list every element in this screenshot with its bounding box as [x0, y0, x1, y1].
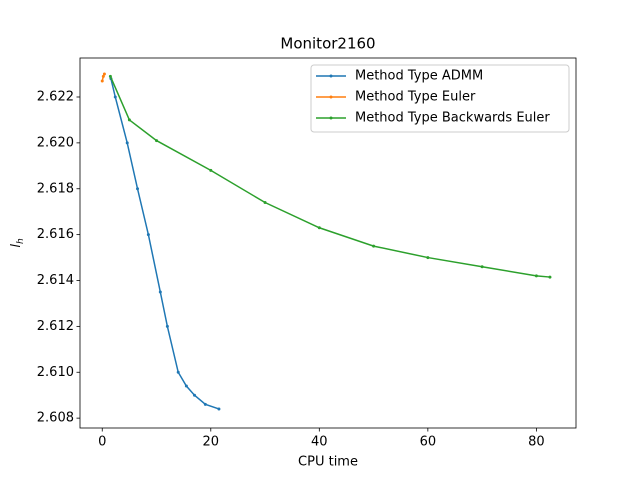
marker	[146, 233, 150, 237]
y-tick-label: 2.616	[37, 227, 74, 242]
marker	[209, 168, 213, 172]
marker	[263, 201, 267, 205]
x-tick-label: 20	[203, 435, 220, 450]
marker	[176, 370, 180, 374]
chart-title: Monitor2160	[280, 35, 375, 53]
marker	[193, 393, 197, 397]
marker	[534, 274, 538, 278]
y-tick-label: 2.610	[37, 365, 74, 380]
marker	[125, 141, 129, 145]
marker	[548, 275, 552, 279]
legend-label: Method Type Backwards Euler	[355, 111, 550, 126]
marker	[102, 72, 106, 76]
y-tick-label: 2.614	[37, 273, 74, 288]
x-tick-label: 60	[420, 435, 437, 450]
y-tick-label: 2.618	[37, 181, 74, 196]
legend-marker	[329, 116, 333, 120]
marker	[108, 74, 112, 78]
y-tick-label: 2.622	[37, 89, 74, 104]
y-tick-label: 2.608	[37, 411, 74, 426]
x-tick-label: 40	[311, 435, 328, 450]
marker	[203, 402, 207, 406]
marker	[317, 226, 321, 230]
plot-frame	[79, 57, 577, 429]
y-axis-label-main: lh	[9, 238, 26, 248]
x-axis-label: CPU time	[298, 455, 358, 470]
x-tick-label: 80	[528, 435, 545, 450]
legend-marker	[329, 74, 333, 78]
marker	[113, 95, 117, 99]
marker	[184, 384, 188, 388]
marker	[100, 79, 104, 83]
y-axis-label: lh	[9, 238, 26, 248]
marker	[127, 118, 131, 122]
x-tick-label: 0	[98, 435, 106, 450]
legend-label: Method Type ADMM	[355, 69, 483, 84]
y-label-main: l	[9, 244, 24, 248]
marker	[372, 244, 376, 248]
y-tick-label: 2.612	[37, 319, 74, 334]
marker	[217, 407, 221, 411]
series-line	[110, 78, 220, 410]
marker	[136, 187, 140, 191]
marker	[426, 256, 430, 260]
legend-label: Method Type Euler	[355, 90, 476, 105]
y-label-sub: h	[16, 238, 26, 244]
marker	[165, 324, 169, 328]
marker	[480, 265, 484, 269]
marker	[101, 74, 105, 78]
legend-box	[310, 64, 570, 133]
marker	[155, 139, 159, 143]
y-tick-label: 2.620	[37, 135, 74, 150]
legend-marker	[329, 95, 333, 99]
marker	[158, 290, 162, 294]
